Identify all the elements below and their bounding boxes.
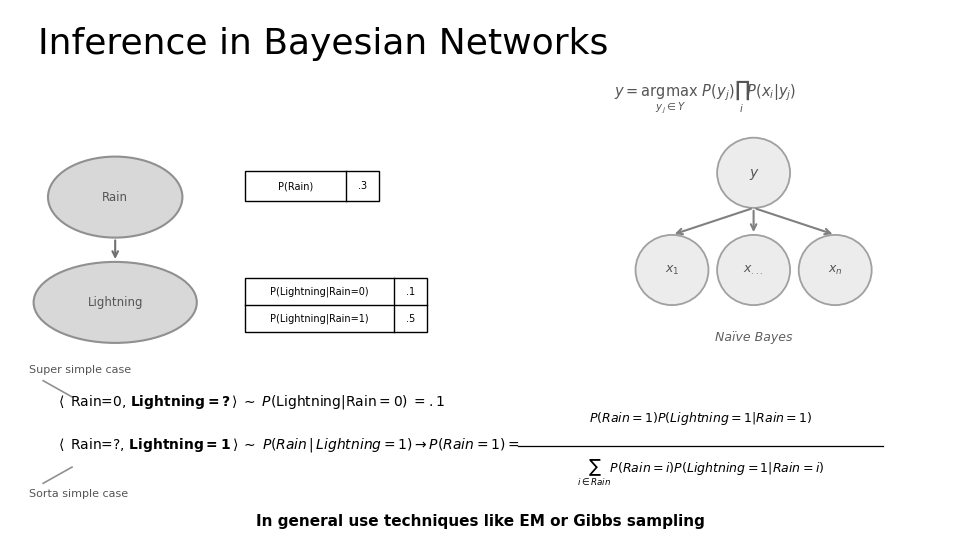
Text: $x_1$: $x_1$ [664,264,680,276]
Text: $x_{...}$: $x_{...}$ [743,264,764,276]
Text: Naïve Bayes: Naïve Bayes [715,331,792,344]
Text: Rain: Rain [102,191,129,204]
Text: P(Lightning|Rain=1): P(Lightning|Rain=1) [270,313,369,324]
FancyBboxPatch shape [245,171,379,201]
Text: Sorta simple case: Sorta simple case [29,489,128,499]
Ellipse shape [799,235,872,305]
Ellipse shape [48,157,182,238]
Ellipse shape [717,138,790,208]
FancyBboxPatch shape [245,278,427,332]
Text: P(Rain): P(Rain) [277,181,313,191]
Text: $\langle\,$ Rain=0, $\mathbf{Lightning{=}?}\,\rangle$$\;\sim\; P(\mathrm{Lightni: $\langle\,$ Rain=0, $\mathbf{Lightning{=… [58,393,444,411]
Text: Inference in Bayesian Networks: Inference in Bayesian Networks [38,27,609,61]
Text: $\sum_{i\in \mathit{Rain}} P(\mathit{Rain}=i)P(\mathit{Lightning}=1|\mathit{Rain: $\sum_{i\in \mathit{Rain}} P(\mathit{Rai… [577,457,825,488]
Text: Super simple case: Super simple case [29,365,131,375]
Text: y: y [750,166,757,180]
Text: $\langle\,$ Rain=?, $\mathbf{Lightning{=}1}\,\rangle$$\;\sim\; P(\mathit{Rain}\,: $\langle\,$ Rain=?, $\mathbf{Lightning{=… [58,436,519,455]
Ellipse shape [636,235,708,305]
Text: $y = \underset{y_j \in Y}{\operatorname{argmax}}\,P(y_j)\prod_i P(x_i|y_j)$: $y = \underset{y_j \in Y}{\operatorname{… [614,79,797,116]
Text: In general use techniques like EM or Gibbs sampling: In general use techniques like EM or Gib… [255,514,705,529]
Text: .3: .3 [358,181,367,191]
Text: $x_n$: $x_n$ [828,264,843,276]
Text: .5: .5 [406,314,415,323]
Ellipse shape [717,235,790,305]
Ellipse shape [34,262,197,343]
Text: $P(\mathit{Rain}=1)P(\mathit{Lightning}=1|\mathit{Rain}=1)$: $P(\mathit{Rain}=1)P(\mathit{Lightning}=… [589,410,812,427]
Text: Lightning: Lightning [87,296,143,309]
Text: .1: .1 [406,287,415,296]
Text: P(Lightning|Rain=0): P(Lightning|Rain=0) [270,286,369,297]
